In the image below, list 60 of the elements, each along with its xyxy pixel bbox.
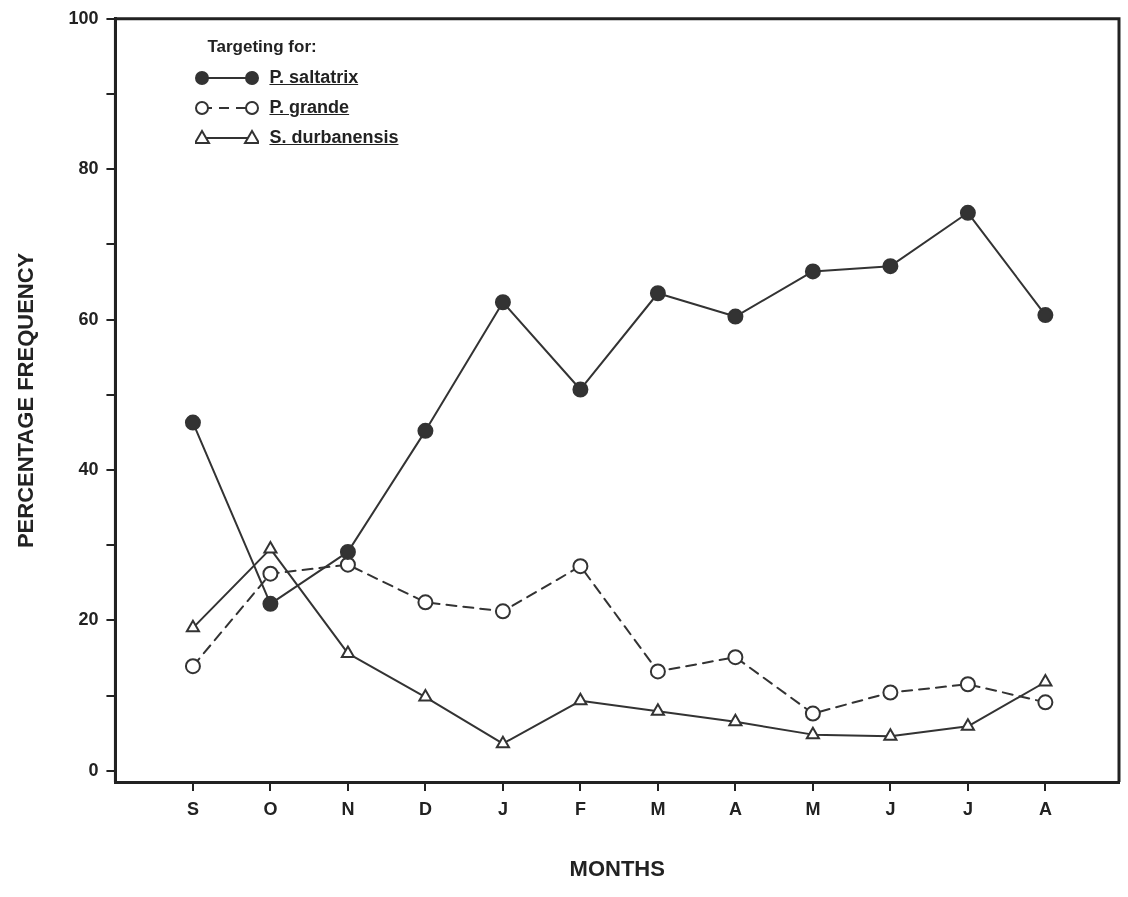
point [417,422,434,439]
x-tick-label: J [962,798,973,819]
point [882,258,899,275]
x-tick-label: S [186,798,199,819]
legend-label: S. durbanensis [269,127,399,149]
x-tick-label: J [497,798,508,819]
point [1037,307,1054,324]
point [494,603,511,620]
x-tick-label: M [650,798,666,819]
x-tick-label: N [341,798,355,819]
point [184,658,201,675]
point [262,565,279,582]
point [727,308,744,325]
legend-label: P. saltatrix [269,67,359,89]
y-axis-title: PERCENTAGE FREQUENCY [13,252,39,549]
point [495,735,510,749]
point [805,726,820,740]
point [572,381,589,398]
point [184,414,201,431]
point [573,692,588,706]
y-tick-label: 80 [78,158,99,179]
x-axis-title: MONTHS [569,855,665,881]
point [650,703,665,716]
x-tick-label: D [418,798,432,819]
point [883,728,898,741]
x-tick-label: M [805,798,821,819]
point [804,705,821,722]
point [572,558,589,575]
point [728,713,743,727]
x-tick-label: O [263,798,278,819]
point [882,684,899,701]
point [339,556,356,573]
x-tick-label: F [574,798,586,819]
point [417,594,434,611]
point [959,204,976,221]
point [1038,673,1053,687]
y-tick-label: 100 [68,7,99,28]
y-tick-label: 20 [78,609,99,630]
legend-title: Targeting for: [207,36,318,57]
point [1037,694,1054,711]
point [959,676,976,693]
point [494,294,511,311]
x-tick-label: A [1038,798,1052,819]
point [185,619,200,633]
point [418,689,433,702]
point [263,540,278,554]
legend-label: P. grande [269,97,350,119]
point [727,649,744,666]
point [262,595,279,612]
x-tick-label: A [728,798,742,819]
point [649,663,666,680]
y-tick-label: 0 [88,759,99,780]
point [649,285,666,302]
point [804,263,821,280]
y-tick-label: 40 [78,458,99,479]
point [339,543,356,560]
x-tick-label: J [885,798,896,819]
point [960,718,975,731]
y-tick-label: 60 [78,308,99,329]
point [340,645,355,658]
